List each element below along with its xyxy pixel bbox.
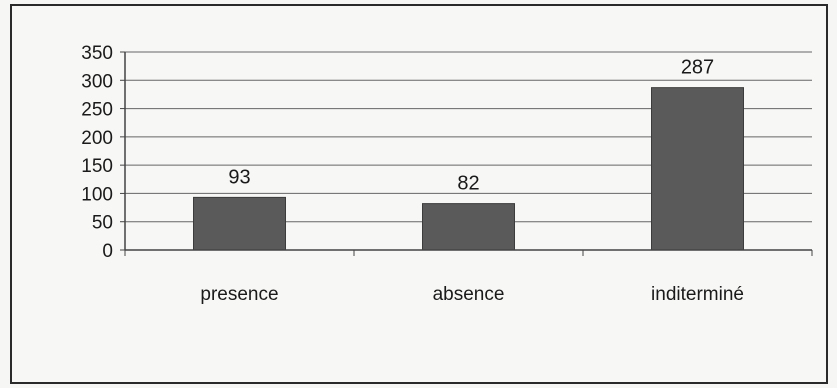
bars <box>193 87 744 251</box>
category-labels: presence absence inditerminé <box>124 250 813 305</box>
category-label: presence <box>200 284 278 305</box>
y-tick-label: 200 <box>81 128 113 149</box>
y-tick-label: 50 <box>92 213 113 234</box>
y-tick-label: 300 <box>81 71 113 92</box>
category-label: inditerminé <box>651 284 744 305</box>
bar-presence <box>193 196 286 251</box>
bar-inditerminé <box>651 87 744 251</box>
data-label: 82 <box>457 173 479 195</box>
category-label: absence <box>433 284 505 305</box>
y-tick-label: 150 <box>81 156 113 177</box>
y-tick-label: 250 <box>81 100 113 121</box>
y-axis-ticks: 0 50 100 150 200 250 300 350 <box>81 43 125 262</box>
data-labels: 93 82 287 <box>228 57 714 195</box>
y-tick-label: 350 <box>81 43 113 64</box>
y-tick-label: 100 <box>81 184 113 205</box>
bar-absence <box>422 203 515 251</box>
data-label: 93 <box>228 166 250 188</box>
y-tick-label: 0 <box>102 241 113 262</box>
data-label: 287 <box>681 57 714 79</box>
